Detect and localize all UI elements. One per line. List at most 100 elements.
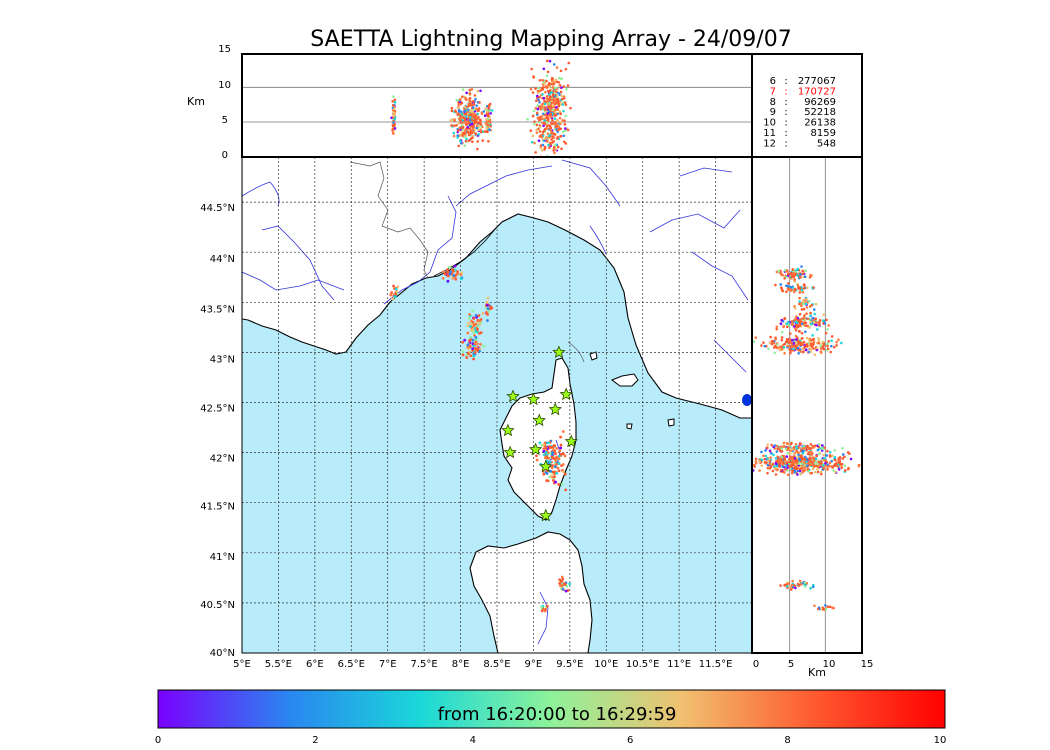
altitude-source (449, 119, 452, 122)
altitude-source (843, 464, 847, 468)
altitude-source (391, 131, 395, 135)
altitude-source (488, 109, 492, 113)
lightning-source (544, 608, 547, 611)
altitude-source (783, 584, 786, 587)
altitude-source (468, 118, 472, 122)
lightning-source (551, 451, 554, 455)
altitude-source (393, 117, 397, 121)
altitude-source (812, 340, 816, 344)
altitude-source (542, 96, 546, 100)
altitude-source (822, 607, 826, 611)
altitude-source (462, 132, 465, 136)
altitude-source (472, 100, 475, 103)
altitude-source (822, 467, 826, 470)
altitude-source (549, 95, 552, 99)
rivers (242, 159, 749, 645)
altitude-source (532, 75, 535, 78)
altitude-source (774, 336, 777, 340)
altitude-source (547, 117, 550, 120)
altitude-source (540, 148, 544, 152)
lightning-source (471, 309, 475, 313)
altitude-source (799, 442, 802, 446)
lon-tick-label: 5.5°E (265, 659, 292, 670)
alt-tick-label: 10 (218, 80, 231, 91)
altitude-source (773, 351, 777, 355)
lightning-source (486, 319, 489, 322)
altitude-source (760, 344, 763, 347)
altitude-source (800, 265, 803, 268)
altitude-source (800, 317, 804, 321)
altitude-source (780, 449, 784, 453)
altitude-source (464, 123, 468, 126)
station-star (501, 423, 515, 437)
altitude-source (753, 465, 756, 468)
altitude-source (810, 274, 813, 277)
altitude-source (805, 297, 808, 301)
station-star (548, 402, 562, 416)
altitude-source (555, 137, 559, 140)
altitude-source (817, 464, 821, 468)
altitude-source (769, 451, 773, 455)
altitude-source (532, 122, 536, 126)
colorbar-tick-label: 0 (155, 735, 161, 746)
lightning-source (538, 441, 542, 445)
altitude-source (529, 87, 533, 91)
altitude-source (849, 457, 853, 461)
altitude-source (531, 114, 535, 118)
altitude-source (824, 604, 827, 607)
lightning-source (535, 454, 538, 458)
altitude-source (563, 122, 567, 126)
lightning-source (548, 446, 552, 450)
altitude-source (542, 67, 546, 71)
altitude-source (455, 123, 458, 127)
altitude-source (833, 462, 837, 466)
altitude-source (556, 145, 560, 149)
altitude-source (814, 317, 818, 321)
altitude-source (793, 466, 796, 470)
lightning-source (456, 272, 460, 275)
altitude-source (391, 127, 395, 131)
altitude-source (805, 306, 809, 309)
altitude-source (837, 468, 841, 471)
altitude-source (792, 290, 796, 294)
altitude-source (822, 453, 825, 457)
altitude-source (812, 465, 816, 469)
lat-tick-label: 41°N (210, 552, 235, 563)
altitude-source (769, 335, 772, 339)
altitude-source (558, 83, 562, 87)
lightning-source (542, 449, 546, 453)
altitude-source (558, 116, 562, 120)
altitude-source (826, 605, 830, 609)
lightning-source (453, 264, 457, 268)
altitude-source (563, 101, 567, 104)
altitude-source (554, 143, 557, 147)
altitude-source (538, 125, 542, 129)
altitude-source (557, 128, 560, 132)
altitude-source (541, 112, 545, 116)
altitude-source (543, 137, 547, 141)
altitude-source (826, 342, 829, 345)
lightning-source (446, 268, 449, 272)
altitude-source (553, 114, 557, 118)
lightning-source (543, 456, 547, 460)
altitude-source (479, 128, 483, 131)
altitude-source (468, 88, 472, 92)
altitude-source (780, 273, 783, 277)
altitude-source (526, 117, 529, 121)
station-star (503, 445, 517, 459)
altitude-source (827, 339, 830, 343)
altitude-source (807, 337, 811, 341)
side-tick-label: 10 (823, 659, 836, 670)
altitude-source (452, 134, 456, 138)
altitude-source (560, 86, 563, 89)
altitude-source (809, 314, 812, 318)
mainland-france-italy (242, 157, 752, 419)
altitude-source (467, 139, 471, 143)
station-star (539, 508, 553, 522)
lightning-source (540, 609, 544, 613)
altitude-source (799, 454, 803, 458)
altitude-source (552, 99, 556, 102)
lightning-source (553, 465, 557, 469)
altitude-source (484, 107, 487, 110)
altitude-source (800, 462, 803, 466)
